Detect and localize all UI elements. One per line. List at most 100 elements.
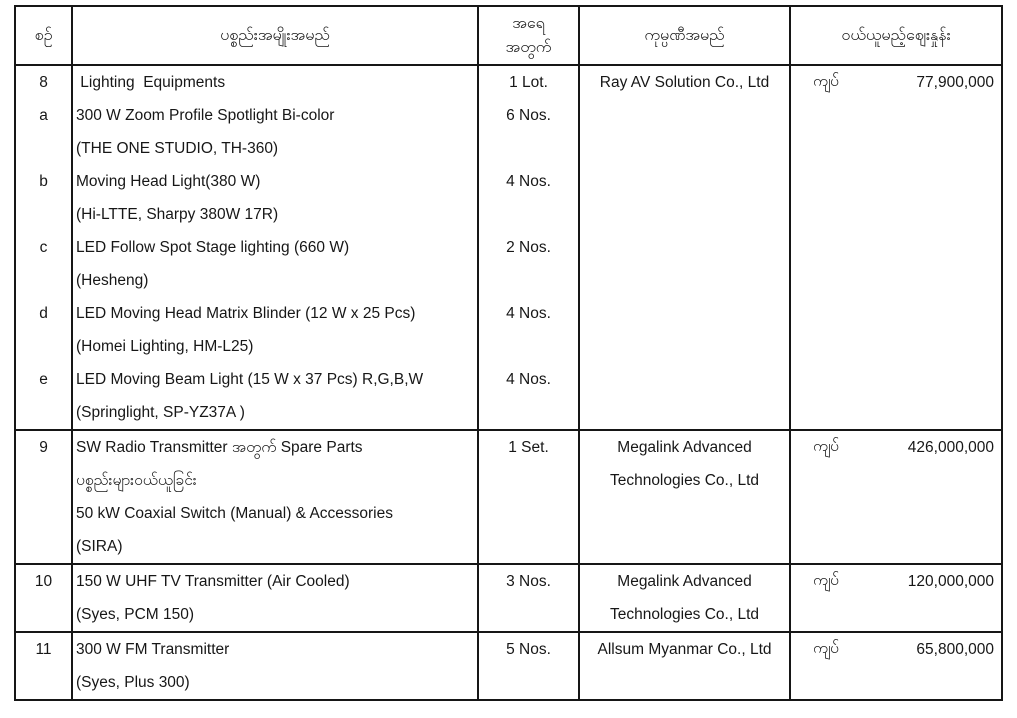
item-name-cell: 150 W UHF TV Transmitter (Air Cooled) (Sy… — [73, 565, 479, 631]
quantity-line — [479, 330, 578, 363]
quantity-line — [479, 530, 578, 563]
serial-line: 11 — [35, 641, 52, 658]
quantity-line: 4 Nos. — [506, 305, 551, 322]
item-line: (THE ONE STUDIO, TH-360) — [76, 140, 279, 157]
serial-line: c — [39, 239, 48, 256]
item-name-cell: Lighting Equipments 300 W Zoom Profile Sp… — [73, 66, 479, 429]
item-line: LED Moving Beam Light (15 W x 37 Pcs) R,… — [76, 371, 424, 388]
serial-line: e — [39, 371, 48, 388]
serial-line — [16, 598, 71, 631]
item-line: Lighting Equipments — [76, 74, 226, 91]
serial-line — [16, 198, 71, 231]
company-cell: Megalink Advanced Technologies Co., Ltd — [580, 565, 791, 631]
header-company-label: ကုမ္ပဏီအမည် — [644, 26, 725, 44]
price-cell: ကျပ် 120,000,000 — [791, 565, 1001, 631]
price-cell: ကျပ် 65,800,000 — [791, 633, 1001, 699]
quantity-line — [479, 497, 578, 530]
item-line: 50 kW Coaxial Switch (Manual) & Accessor… — [76, 505, 394, 522]
serial-line: a — [39, 107, 48, 124]
item-line: 300 W Zoom Profile Spotlight Bi-color — [76, 107, 335, 124]
item-line: ပစ္စည်းများဝယ်ယူခြင်း — [76, 472, 197, 489]
company-cell: Allsum Myanmar Co., Ltd — [580, 633, 791, 699]
quantity-line: 4 Nos. — [506, 173, 551, 190]
quantity-cell: 1 Lot. 6 Nos. 4 Nos. 2 Nos. 4 Nos. 4 Nos. — [479, 66, 580, 429]
quantity-line: 5 Nos. — [506, 641, 551, 658]
price-amount: 120,000,000 — [907, 572, 994, 590]
serial-line: 10 — [34, 573, 53, 590]
item-line: (Hesheng) — [76, 272, 149, 289]
quantity-line — [479, 666, 578, 699]
quantity-line: 4 Nos. — [506, 371, 551, 388]
item-line: LED Moving Head Matrix Blinder (12 W x 2… — [76, 305, 416, 322]
header-quantity-label-line1: အရေ — [512, 14, 545, 32]
serial-cell: 9 — [16, 431, 73, 563]
currency-label: ကျပ် — [813, 438, 839, 455]
quantity-line: 1 Lot. — [509, 74, 548, 91]
quantity-line — [479, 396, 578, 429]
price-line: ကျပ် 65,800,000 — [791, 633, 1001, 666]
item-line: 300 W FM Transmitter — [76, 641, 230, 658]
quantity-line — [479, 464, 578, 497]
serial-cell: 8 a b c d e — [16, 66, 73, 429]
table-header-row: စဉ် ပစ္စည်းအမျိုးအမည် အရေ အတွက် ကုမ္ပဏီအ… — [16, 7, 1001, 66]
quantity-line — [479, 198, 578, 231]
serial-line: 9 — [39, 439, 48, 456]
price-cell: ကျပ် 77,900,000 — [791, 66, 1001, 429]
company-line: Megalink Advanced — [617, 439, 752, 456]
table-row-10: 10 150 W UHF TV Transmitter (Air Cooled) (… — [16, 565, 1001, 633]
quantity-line: 1 Set. — [508, 439, 549, 456]
company-line: Technologies Co., Ltd — [609, 606, 760, 623]
serial-line — [16, 530, 71, 563]
item-line: (Syes, PCM 150) — [76, 606, 195, 623]
item-line: (Syes, Plus 300) — [76, 674, 190, 691]
serial-cell: 11 — [16, 633, 73, 699]
header-item-label: ပစ္စည်းအမျိုးအမည် — [220, 26, 330, 44]
serial-line: 8 — [39, 74, 48, 91]
quantity-cell: 3 Nos. — [479, 565, 580, 631]
header-col-quantity: အရေ အတွက် — [479, 7, 580, 64]
item-line: Moving Head Light(380 W) — [76, 173, 261, 190]
item-line: LED Follow Spot Stage lighting (660 W) — [76, 239, 350, 256]
price-line: ကျပ် 77,900,000 — [791, 66, 1001, 99]
quantity-cell: 5 Nos. — [479, 633, 580, 699]
header-col-price: ဝယ်ယူမည့်ဈေးနှုန်း — [791, 7, 1001, 64]
quantity-line: 3 Nos. — [506, 573, 551, 590]
serial-line — [16, 396, 71, 429]
serial-line — [16, 464, 71, 497]
company-line: Technologies Co., Ltd — [609, 472, 760, 489]
item-line: SW Radio Transmitter အတွက် Spare Parts — [76, 439, 363, 456]
price-line: ကျပ် 120,000,000 — [791, 565, 1001, 598]
price-cell: ကျပ် 426,000,000 — [791, 431, 1001, 563]
price-line: ကျပ် 426,000,000 — [791, 431, 1001, 464]
item-name-cell: 300 W FM Transmitter (Syes, Plus 300) — [73, 633, 479, 699]
quantity-line: 2 Nos. — [506, 239, 551, 256]
table-row-9: 9 SW Radio Transmitter အတွက် Spare Parts ပ… — [16, 431, 1001, 565]
header-col-serial: စဉ် — [16, 7, 73, 64]
company-line: Allsum Myanmar Co., Ltd — [597, 641, 772, 658]
item-line: (Hi-LTTE, Sharpy 380W 17R) — [76, 206, 279, 223]
table-row-8: 8 a b c d e Lighting Equipments 300 W Zoom Pro… — [16, 66, 1001, 431]
quantity-line — [479, 132, 578, 165]
serial-line — [16, 330, 71, 363]
serial-line — [16, 666, 71, 699]
header-quantity-label-line2: အတွက် — [505, 38, 552, 56]
currency-label: ကျပ် — [813, 572, 839, 589]
serial-line — [16, 497, 71, 530]
serial-line: d — [39, 305, 48, 322]
header-price-label: ဝယ်ယူမည့်ဈေးနှုန်း — [841, 26, 951, 44]
item-line: (Springlight, SP-YZ37A ) — [76, 404, 245, 421]
serial-cell: 10 — [16, 565, 73, 631]
company-line: Megalink Advanced — [617, 573, 752, 590]
quantity-cell: 1 Set. — [479, 431, 580, 563]
company-line: Ray AV Solution Co., Ltd — [599, 74, 770, 91]
header-serial-label: စဉ် — [34, 26, 53, 44]
item-line: 150 W UHF TV Transmitter (Air Cooled) — [76, 573, 350, 590]
item-line: (Homei Lighting, HM-L25) — [76, 338, 254, 355]
table-row-11: 11 300 W FM Transmitter (Syes, Plus 300) 5 … — [16, 633, 1001, 699]
procurement-table: စဉ် ပစ္စည်းအမျိုးအမည် အရေ အတွက် ကုမ္ပဏီအ… — [14, 5, 1003, 701]
serial-line — [16, 132, 71, 165]
quantity-line — [479, 264, 578, 297]
item-name-cell: SW Radio Transmitter အတွက် Spare Parts ပစ… — [73, 431, 479, 563]
price-amount: 65,800,000 — [916, 640, 994, 658]
item-line: (SIRA) — [76, 538, 123, 555]
